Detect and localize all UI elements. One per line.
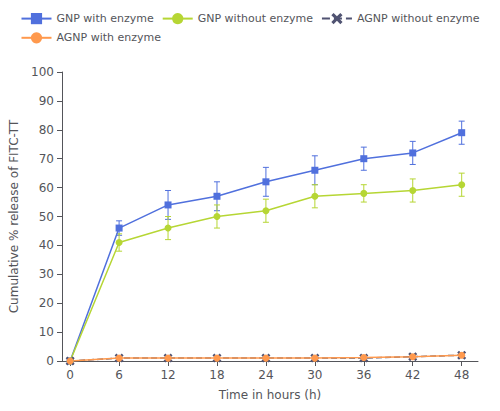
svg-text:30: 30 — [39, 267, 54, 281]
svg-text:12: 12 — [160, 368, 175, 382]
svg-text:10: 10 — [39, 325, 54, 339]
svg-text:100: 100 — [31, 65, 54, 79]
svg-text:GNP with enzyme: GNP with enzyme — [56, 12, 153, 25]
svg-text:42: 42 — [405, 368, 420, 382]
svg-text:Time in hours (h): Time in hours (h) — [218, 388, 321, 402]
svg-text:50: 50 — [39, 210, 54, 224]
svg-text:20: 20 — [39, 296, 54, 310]
svg-text:90: 90 — [39, 94, 54, 108]
svg-text:AGNP with enzyme: AGNP with enzyme — [56, 31, 161, 44]
svg-text:70: 70 — [39, 152, 54, 166]
svg-text:48: 48 — [454, 368, 469, 382]
svg-text:GNP without enzyme: GNP without enzyme — [198, 12, 313, 25]
svg-text:0: 0 — [46, 354, 54, 368]
svg-text:40: 40 — [39, 238, 54, 252]
svg-text:0: 0 — [66, 368, 74, 382]
svg-text:30: 30 — [307, 368, 322, 382]
svg-text:Cumulative % release of FITC-T: Cumulative % release of FITC-TT — [7, 119, 21, 313]
svg-text:24: 24 — [258, 368, 273, 382]
svg-text:36: 36 — [356, 368, 371, 382]
svg-text:6: 6 — [115, 368, 123, 382]
svg-text:AGNP without enzyme: AGNP without enzyme — [357, 12, 480, 25]
svg-text:80: 80 — [39, 123, 54, 137]
svg-text:18: 18 — [209, 368, 224, 382]
svg-text:60: 60 — [39, 181, 54, 195]
